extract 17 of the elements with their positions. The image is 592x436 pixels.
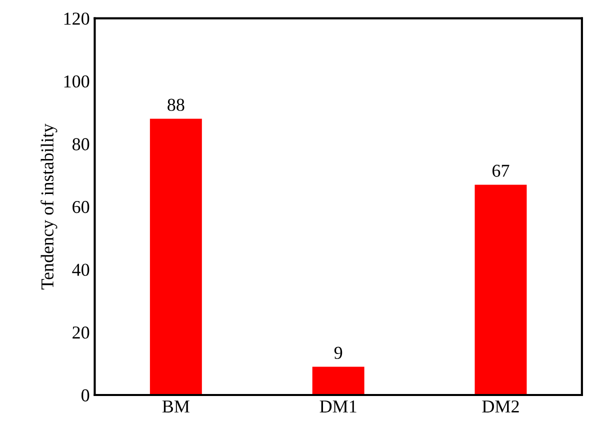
y-tick-label: 60 bbox=[72, 200, 90, 214]
y-axis-title: Tendency of instability bbox=[40, 124, 58, 290]
bar bbox=[150, 118, 202, 396]
y-tick-label: 0 bbox=[82, 389, 90, 402]
x-tick-label: DM2 bbox=[482, 400, 519, 412]
data-label: 67 bbox=[492, 164, 510, 177]
bar bbox=[312, 366, 364, 396]
data-label: 88 bbox=[168, 98, 184, 111]
y-tick-label: 80 bbox=[72, 138, 90, 150]
y-tick-label: 120 bbox=[64, 12, 90, 25]
y-tick-label: 40 bbox=[72, 264, 90, 276]
data-label: 9 bbox=[334, 346, 342, 359]
y-tick-label: 20 bbox=[72, 326, 90, 339]
bar bbox=[474, 184, 527, 396]
x-tick-label: DM1 bbox=[320, 400, 356, 412]
y-tick-label: 100 bbox=[64, 75, 90, 88]
x-tick-label: BM bbox=[162, 400, 190, 412]
